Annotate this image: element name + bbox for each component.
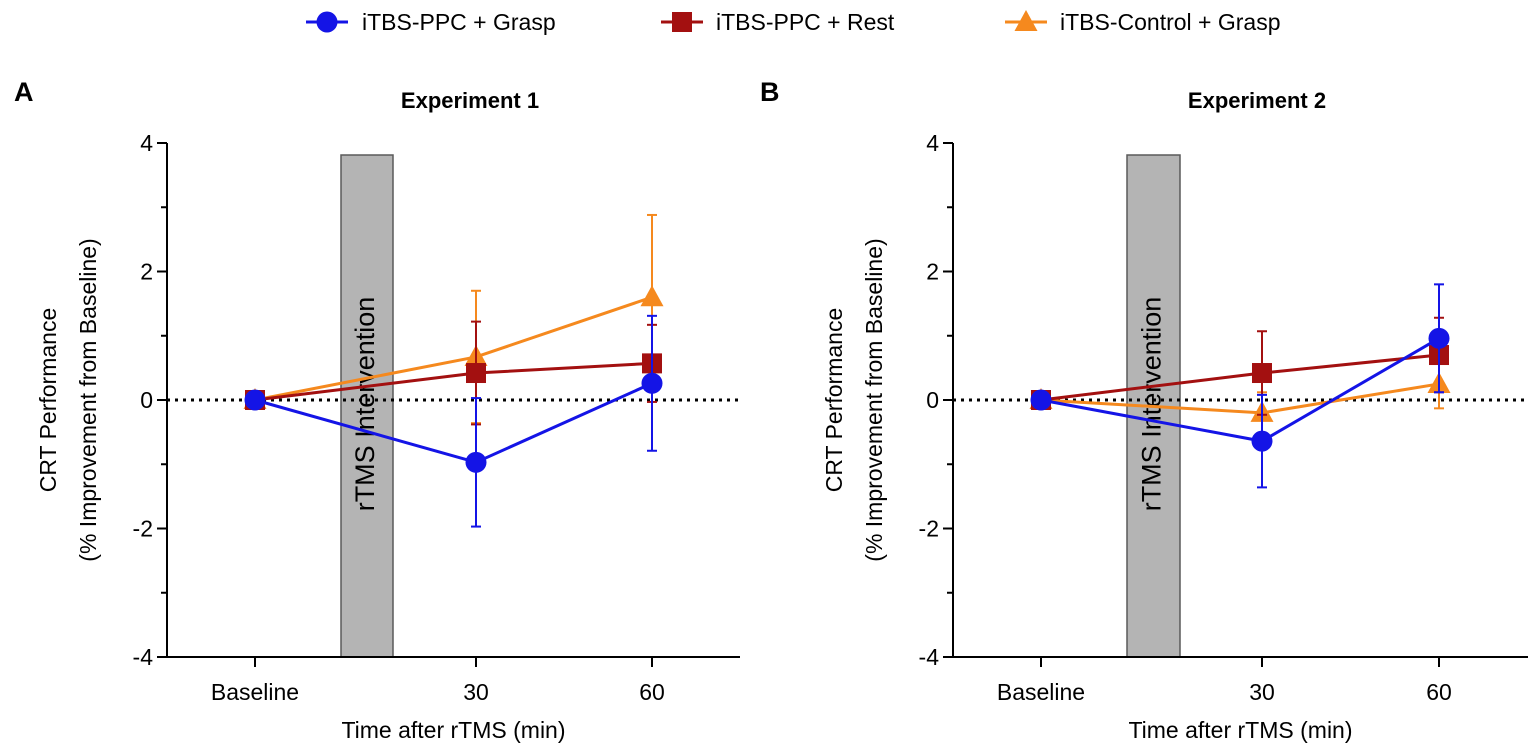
x-tick-label: 60 <box>1426 679 1452 705</box>
y-tick-label: 0 <box>926 387 939 413</box>
chart-title: Experiment 2 <box>1188 88 1326 113</box>
y-tick-label: -2 <box>133 516 153 542</box>
legend: iTBS-PPC + Grasp iTBS-PPC + Rest iTBS-Cont… <box>306 9 1281 35</box>
y-axis-label: CRT Performance <box>35 308 61 493</box>
x-tick-label: 30 <box>1249 679 1275 705</box>
x-tick-label: Baseline <box>211 679 299 705</box>
series-line <box>1040 337 1440 443</box>
data-point <box>641 372 663 394</box>
panel-a: A Experiment 1 rTMS Intervention -4 -2 0 2 4 Bas… <box>14 77 740 743</box>
y-tick-label: 2 <box>926 259 939 285</box>
legend-marker <box>672 12 692 32</box>
y-axis-label: CRT Performance <box>821 308 847 493</box>
y-tick-label: -4 <box>919 644 940 670</box>
legend-label: iTBS-PPC + Rest <box>716 9 895 35</box>
x-tick-label: 60 <box>639 679 665 705</box>
data-point <box>465 451 487 473</box>
series <box>1029 358 1451 435</box>
intervention-label: rTMS Intervention <box>350 297 380 512</box>
series-line <box>254 295 653 402</box>
data-point <box>466 363 486 384</box>
legend-item: iTBS-PPC + Grasp <box>306 9 556 35</box>
panel-letter: A <box>14 77 34 107</box>
y-tick-label: 4 <box>926 130 939 156</box>
data-point <box>1428 327 1450 349</box>
data-point <box>640 285 664 307</box>
intervention-rect <box>340 154 394 658</box>
y-axis-label: (% Improvement from Baseline) <box>75 238 101 561</box>
y-tick-label: 2 <box>140 259 153 285</box>
series <box>245 320 662 426</box>
legend-marker <box>316 11 338 33</box>
x-axis-label: Time after rTMS (min) <box>341 717 565 743</box>
y-axis-label: (% Improvement from Baseline) <box>861 238 887 561</box>
legend-label: iTBS-Control + Grasp <box>1060 9 1281 35</box>
legend-label: iTBS-PPC + Grasp <box>362 9 556 35</box>
y-tick-label: -2 <box>919 516 939 542</box>
legend-marker <box>1014 10 1038 31</box>
data-point <box>1252 363 1272 384</box>
y-tick-label: 4 <box>140 130 153 156</box>
legend-item: iTBS-PPC + Rest <box>661 9 895 35</box>
series-line <box>254 381 653 464</box>
series <box>1030 283 1450 489</box>
chart-title: Experiment 1 <box>401 88 539 113</box>
data-point <box>1030 389 1052 411</box>
data-point <box>1251 430 1273 452</box>
data-point <box>244 389 266 411</box>
x-axis-label: Time after rTMS (min) <box>1128 717 1352 743</box>
intervention-label: rTMS Intervention <box>1137 297 1167 512</box>
series-line <box>254 361 653 402</box>
intervention-band: rTMS Intervention <box>340 154 394 658</box>
panel-letter: B <box>760 77 780 107</box>
series-line <box>1040 382 1440 415</box>
series <box>244 314 663 528</box>
legend-item: iTBS-Control + Grasp <box>1005 9 1281 35</box>
y-tick-label: -4 <box>133 644 154 670</box>
x-tick-label: 30 <box>463 679 489 705</box>
x-tick-label: Baseline <box>997 679 1085 705</box>
panel-b: B Experiment 2 rTMS Intervention -4 -2 0 2 4 Bas… <box>760 77 1528 743</box>
y-tick-label: 0 <box>140 387 153 413</box>
series <box>243 213 664 425</box>
